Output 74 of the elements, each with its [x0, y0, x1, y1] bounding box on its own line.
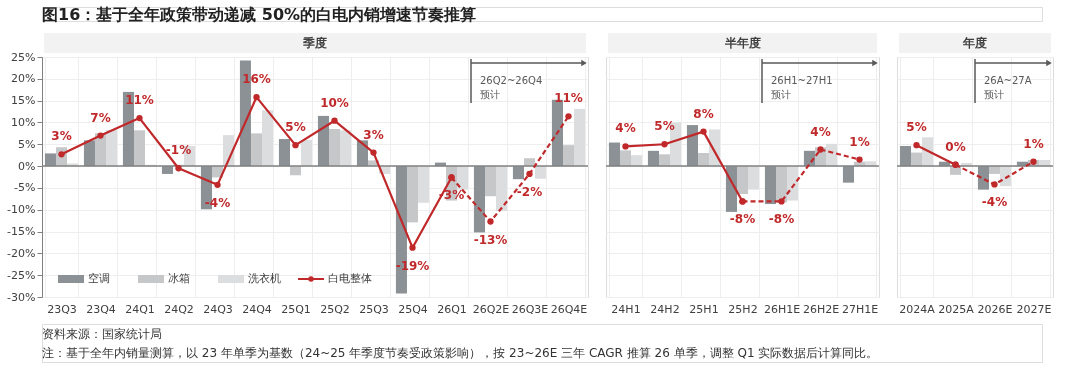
data-label: 11% — [125, 93, 154, 108]
y-tick-label: 20% — [11, 72, 36, 86]
y-tick-label: 25% — [11, 50, 36, 64]
x-tick-label: 2027E — [1016, 302, 1052, 316]
data-label: 16% — [242, 72, 271, 87]
chart-subtitle: 半年度 — [723, 36, 761, 50]
x-tick-label: 25H2 — [728, 302, 758, 316]
data-label: -8% — [729, 212, 756, 227]
x-tick-label: 26Q1 — [437, 302, 467, 316]
data-label: -19% — [395, 258, 430, 273]
x-tick-label: 25Q1 — [281, 302, 311, 316]
x-tick-label: 24H2 — [650, 302, 680, 316]
data-label: 0% — [945, 139, 966, 154]
x-tick-label: 25Q2 — [320, 302, 350, 316]
x-tick-label: 24Q3 — [203, 302, 233, 316]
x-tick-label: 25Q3 — [359, 302, 389, 316]
data-label: 3% — [51, 129, 72, 144]
legend-label: 白电整体 — [328, 272, 372, 285]
data-label: -8% — [768, 212, 795, 227]
text: 资料来源：国家统计局 — [42, 326, 162, 341]
data-label: 5% — [906, 120, 927, 135]
x-tick-label: 24Q2 — [164, 302, 194, 316]
x-tick-label: 25H1 — [689, 302, 719, 316]
x-tick-label: 24Q1 — [125, 302, 155, 316]
data-label: -1% — [165, 143, 192, 158]
data-label: -2% — [516, 184, 543, 199]
x-tick-label: 2024A — [899, 302, 936, 316]
data-label: 4% — [615, 121, 636, 136]
x-tick-label: 24Q4 — [242, 302, 272, 316]
legend-label: 洗衣机 — [248, 272, 281, 285]
data-label: 3% — [363, 127, 384, 142]
y-tick-label: 10% — [11, 115, 36, 129]
data-label: 10% — [320, 95, 349, 110]
x-tick-label: 26H1E — [763, 302, 801, 316]
y-tick-label: 0% — [18, 159, 36, 173]
text: 注：基于全年内销量测算，以 23 年单季为基数（24~25 年季度节奏受政策影响），按 23~26E 三年 CAGR 推算 26 单季，调整 Q1 实际数据后计算同比。 — [42, 345, 879, 360]
y-tick-label: -20% — [7, 246, 36, 260]
x-tick-label: 2025A — [938, 302, 975, 316]
data-label: 1% — [849, 134, 870, 149]
chart-subtitle: 季度 — [302, 36, 327, 50]
x-tick-label: 23Q4 — [86, 302, 116, 316]
x-tick-label: 23Q3 — [47, 302, 77, 316]
x-tick-label: 26Q3E — [511, 302, 549, 316]
ref-line-label: 26A~27A 预计 — [984, 75, 1032, 100]
x-tick-label: 26Q2E — [472, 302, 510, 316]
data-label: -13% — [473, 232, 508, 247]
y-tick-label: -30% — [7, 290, 36, 304]
chart-title: 图16：基于全年政策带动递减 50%的白电内销增速节奏推算 — [42, 5, 477, 24]
x-tick-label: 2026E — [977, 302, 1013, 316]
data-label: 11% — [554, 91, 583, 106]
data-label: -4% — [204, 195, 231, 210]
ref-line-label: 26H1~27H1 预计 — [771, 75, 833, 100]
chart-subtitle: 年度 — [962, 36, 987, 50]
x-tick-label: 26H2E — [802, 302, 840, 316]
y-tick-label: -10% — [7, 203, 36, 217]
data-label: 5% — [654, 119, 675, 134]
data-label: -4% — [981, 195, 1008, 210]
y-tick-label: -25% — [7, 268, 36, 282]
x-tick-label: 26Q4E — [550, 302, 588, 316]
y-tick-label: -5% — [14, 181, 36, 195]
data-label: 4% — [810, 124, 831, 139]
data-label: 8% — [693, 106, 714, 121]
data-label: 7% — [90, 110, 111, 125]
data-label: 1% — [1023, 136, 1044, 151]
ref-line-label: 26Q2~26Q4 预计 — [480, 75, 543, 100]
data-label: 5% — [285, 120, 306, 135]
y-tick-label: -15% — [7, 225, 36, 239]
x-tick-label: 25Q4 — [398, 302, 428, 316]
x-tick-label: 27H1E — [841, 302, 879, 316]
legend-label: 冰箱 — [168, 272, 190, 285]
y-tick-label: 5% — [18, 137, 36, 151]
legend-label: 空调 — [88, 272, 110, 285]
y-tick-label: 15% — [11, 94, 36, 108]
x-tick-label: 24H1 — [611, 302, 641, 316]
